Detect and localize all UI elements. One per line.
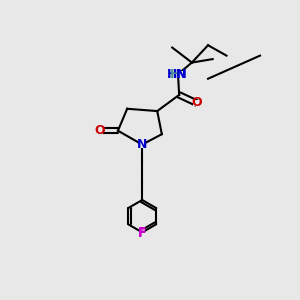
FancyBboxPatch shape xyxy=(172,70,184,78)
FancyBboxPatch shape xyxy=(139,229,146,236)
FancyBboxPatch shape xyxy=(139,141,146,148)
Text: N: N xyxy=(176,68,186,81)
FancyBboxPatch shape xyxy=(168,70,180,78)
FancyBboxPatch shape xyxy=(139,229,146,236)
FancyBboxPatch shape xyxy=(193,100,200,106)
Text: F: F xyxy=(138,226,146,239)
Text: H: H xyxy=(170,68,180,81)
Text: N: N xyxy=(137,138,147,151)
Text: HN: HN xyxy=(167,68,187,81)
Text: O: O xyxy=(94,124,105,137)
Text: O: O xyxy=(191,97,202,110)
Text: F: F xyxy=(138,226,146,239)
FancyBboxPatch shape xyxy=(96,128,103,134)
